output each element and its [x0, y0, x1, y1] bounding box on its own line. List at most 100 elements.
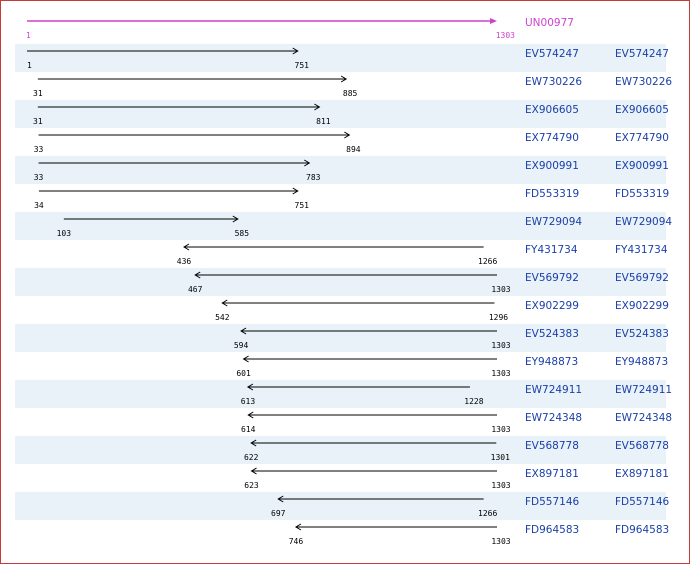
arrowhead-left-icon — [250, 467, 257, 475]
alignment-row: 623 1303 EX897181 EX897181 — [244, 467, 669, 490]
row-stripe — [15, 492, 666, 520]
arrowhead-right-icon — [314, 103, 321, 111]
row-stripe — [15, 324, 666, 352]
alignment-id-link[interactable]: EV524383 — [615, 328, 669, 340]
alignment-id-link[interactable]: EW730226 — [615, 76, 672, 88]
alignment-row: 467 1303 EV569792 EV569792 — [188, 271, 669, 294]
row-stripe — [15, 212, 666, 240]
alignment-id-link[interactable]: EW729094 — [615, 216, 672, 228]
alignment-start-label: 601 — [236, 369, 251, 378]
alignment-id-link[interactable]: EW724911 — [615, 384, 672, 396]
alignment-start-label: 31 — [33, 89, 43, 98]
alignment-name-link[interactable]: EX906605 — [525, 104, 579, 116]
alignment-id-link[interactable]: EX774790 — [615, 132, 669, 144]
alignment-end-label: 1266 — [478, 509, 497, 518]
alignment-row: 34 751 FD553319 FD553319 — [34, 187, 669, 210]
alignment-row: 622 1301 EV568778 EV568778 — [244, 439, 669, 462]
row-stripe — [15, 268, 666, 296]
alignment-row: 542 1296 EX902299 EX902299 — [215, 299, 669, 322]
alignment-id-link[interactable]: EY948873 — [615, 356, 668, 368]
alignment-name-link[interactable]: FD557146 — [525, 496, 580, 508]
arrowhead-left-icon — [277, 495, 284, 503]
row-stripe — [15, 156, 666, 184]
alignment-end-label: 751 — [295, 201, 310, 210]
alignment-id-link[interactable]: EV574247 — [615, 48, 669, 60]
alignment-name-link[interactable]: EW724348 — [525, 412, 582, 424]
alignment-row: 31 811 EX906605 EX906605 — [33, 103, 669, 126]
reference-start-label: 1 — [26, 31, 31, 40]
alignment-row: 436 1266 FY431734 FY431734 — [177, 243, 668, 266]
alignment-start-label: 623 — [244, 481, 259, 490]
alignment-end-label: 1301 — [491, 453, 510, 462]
alignment-start-label: 614 — [241, 425, 256, 434]
reference-track: 1 1303 UN00977 — [26, 17, 574, 40]
alignment-start-label: 613 — [241, 397, 256, 406]
alignment-id-link[interactable]: EX897181 — [615, 468, 669, 480]
alignment-start-label: 436 — [177, 257, 192, 266]
alignment-end-label: 885 — [343, 89, 358, 98]
alignment-id-link[interactable]: EX902299 — [615, 300, 669, 312]
alignment-id-link[interactable]: FD964583 — [615, 524, 669, 536]
arrowhead-right-icon — [304, 159, 311, 167]
alignment-end-label: 783 — [306, 173, 321, 182]
alignment-name-link[interactable]: FY431734 — [525, 244, 578, 256]
alignment-id-link[interactable]: FY431734 — [615, 244, 668, 256]
arrowhead-left-icon — [240, 327, 247, 335]
alignment-row: 613 1228 EW724911 EW724911 — [241, 383, 672, 406]
alignment-end-label: 1303 — [491, 285, 510, 294]
alignment-name-link[interactable]: FD964583 — [525, 524, 579, 536]
alignment-row: 697 1266 FD557146 FD557146 — [271, 495, 670, 518]
reference-arrowhead — [490, 18, 497, 24]
alignment-id-link[interactable]: EV568778 — [615, 440, 669, 452]
alignment-start-label: 542 — [215, 313, 230, 322]
alignment-id-link[interactable]: EW724348 — [615, 412, 672, 424]
alignment-id-link[interactable]: EX900991 — [615, 160, 669, 172]
alignment-id-link[interactable]: EV569792 — [615, 272, 669, 284]
row-stripe — [15, 44, 666, 72]
alignment-end-label: 585 — [235, 229, 250, 238]
alignment-end-label: 811 — [316, 117, 331, 126]
alignment-start-label: 697 — [271, 509, 286, 518]
alignment-name-link[interactable]: EW730226 — [525, 76, 582, 88]
alignment-name-link[interactable]: EY948873 — [525, 356, 578, 368]
alignment-start-label: 622 — [244, 453, 259, 462]
arrowhead-left-icon — [247, 411, 254, 419]
alignment-row: 103 585 EW729094 EW729094 — [57, 215, 672, 238]
alignment-id-link[interactable]: FD553319 — [615, 188, 669, 200]
alignment-name-link[interactable]: EV569792 — [525, 272, 579, 284]
alignment-start-label: 31 — [33, 117, 43, 126]
reference-name-label[interactable]: UN00977 — [525, 17, 574, 29]
alignment-name-link[interactable]: EV524383 — [525, 328, 579, 340]
alignment-row: 614 1303 EW724348 EW724348 — [241, 411, 672, 434]
alignment-end-label: 894 — [346, 145, 361, 154]
alignment-name-link[interactable]: EV574247 — [525, 48, 579, 60]
arrowhead-right-icon — [292, 47, 299, 55]
alignment-row: 31 885 EW730226 EW730226 — [33, 75, 672, 98]
alignment-end-label: 1266 — [478, 257, 497, 266]
alignment-start-label: 33 — [34, 173, 44, 182]
alignment-row: 1 751 EV574247 EV574247 — [27, 47, 669, 70]
alignment-name-link[interactable]: EX897181 — [525, 468, 579, 480]
alignment-id-link[interactable]: FD557146 — [615, 496, 670, 508]
alignment-name-link[interactable]: EV568778 — [525, 440, 579, 452]
reference-end-label: 1303 — [496, 31, 515, 40]
alignment-start-label: 746 — [289, 537, 304, 546]
alignment-id-link[interactable]: EX906605 — [615, 104, 669, 116]
alignment-name-link[interactable]: EW724911 — [525, 384, 582, 396]
alignment-name-link[interactable]: FD553319 — [525, 188, 579, 200]
alignment-name-link[interactable]: EX774790 — [525, 132, 579, 144]
alignment-name-link[interactable]: EX900991 — [525, 160, 579, 172]
arrowhead-right-icon — [232, 215, 239, 223]
alignment-name-link[interactable]: EW729094 — [525, 216, 582, 228]
alignment-row: 601 1303 EY948873 EY948873 — [236, 355, 668, 378]
alignment-end-label: 1303 — [491, 537, 510, 546]
alignment-name-link[interactable]: EX902299 — [525, 300, 579, 312]
arrowhead-left-icon — [194, 271, 201, 279]
arrowhead-left-icon — [183, 243, 190, 251]
alignment-start-label: 34 — [34, 201, 44, 210]
arrowhead-right-icon — [344, 131, 351, 139]
row-stripe — [15, 100, 666, 128]
alignment-start-label: 1 — [27, 61, 32, 70]
